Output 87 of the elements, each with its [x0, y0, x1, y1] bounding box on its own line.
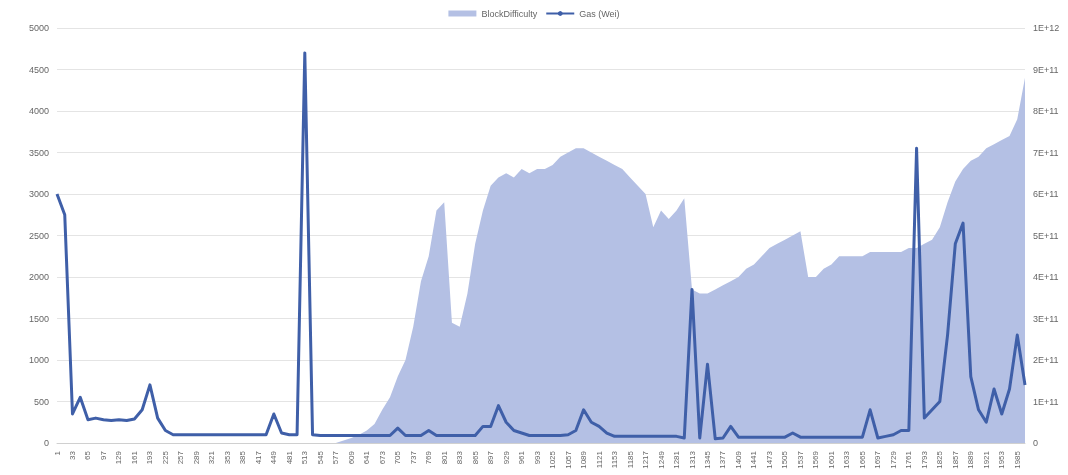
x-tick-label: 545	[315, 450, 325, 465]
x-tick-label: 929	[501, 450, 511, 465]
x-tick-label: 33	[67, 450, 77, 460]
x-tick-label: 1665	[857, 450, 867, 469]
x-tick-label: 417	[253, 450, 263, 465]
x-tick-label: 1921	[981, 450, 991, 469]
x-tick-label: 1409	[733, 450, 743, 469]
y2-tick-label: 7E+11	[1033, 147, 1059, 158]
x-tick-label: 993	[532, 450, 542, 465]
y-tick-label: 500	[33, 396, 49, 407]
x-tick-label: 1345	[703, 450, 712, 469]
x-tick-label: 449	[269, 450, 279, 465]
x-tick-label: 1729	[888, 450, 898, 469]
x-tick-label: 705	[393, 450, 403, 465]
x-tick-label: 897	[486, 450, 496, 465]
legend-label: Gas (Wei)	[579, 8, 620, 19]
x-tick-label: 1889	[966, 450, 976, 469]
x-tick-label: 97	[98, 450, 108, 460]
x-tick-label: 353	[222, 450, 232, 465]
y2-tick-label: 1E+12	[1033, 23, 1060, 33]
x-tick-label: 641	[362, 450, 372, 465]
y-tick-label: 2500	[28, 230, 49, 241]
x-tick-label: 257	[176, 450, 186, 465]
x-tick-label: 961	[517, 450, 527, 465]
y-tick-label: 2000	[28, 272, 49, 282]
x-tick-label: 289	[191, 450, 201, 465]
x-tick-label: 1697	[873, 450, 883, 469]
y2-tick-label: 5E+11	[1033, 230, 1059, 241]
y-tick-label: 3500	[28, 147, 49, 158]
x-tick-label: 1793	[919, 450, 929, 469]
x-tick-label: 385	[238, 450, 248, 465]
x-tick-label: 1601	[826, 450, 836, 469]
x-tick-label: 161	[129, 450, 139, 465]
y-tick-label: 4000	[28, 106, 49, 116]
y-tick-label: 0	[43, 438, 49, 448]
x-tick-label: 769	[424, 450, 434, 465]
y-tick-label: 5000	[28, 23, 49, 33]
x-tick-label: 513	[300, 450, 310, 465]
x-tick-label: 1473	[764, 450, 774, 469]
x-tick-label: 1249	[656, 450, 666, 469]
x-tick-label: 1825	[935, 450, 945, 469]
y-tick-label: 3000	[28, 189, 49, 199]
y2-tick-label: 1E+11	[1033, 396, 1059, 407]
y2-tick-label: 9E+11	[1033, 64, 1059, 75]
x-tick-label: 193	[145, 450, 155, 465]
x-tick-label: 321	[207, 450, 217, 465]
x-tick-label: 1089	[579, 450, 589, 469]
x-tick-label: 1569	[811, 450, 821, 469]
x-tick-label: 1377	[718, 450, 728, 469]
y2-tick-label: 6E+11	[1033, 189, 1059, 199]
x-tick-label: 833	[455, 450, 465, 465]
y2-tick-label: 3E+11	[1033, 313, 1059, 324]
y2-tick-label: 8E+11	[1033, 106, 1059, 116]
x-tick-label: 609	[346, 450, 356, 465]
x-tick-label: 1313	[687, 450, 697, 469]
y-tick-label: 4500	[28, 64, 49, 75]
x-tick-label: 1	[52, 450, 62, 456]
x-tick-label: 1985	[1012, 450, 1022, 469]
x-tick-label: 1857	[950, 450, 960, 469]
x-tick-label: 65	[83, 450, 93, 460]
y-tick-label: 1500	[28, 313, 49, 324]
x-tick-label: 801	[439, 450, 449, 465]
y2-tick-label: 0	[1033, 438, 1039, 448]
x-tick-label: 1537	[795, 450, 805, 469]
x-tick-label: 737	[408, 450, 418, 465]
x-tick-label: 1281	[672, 450, 682, 469]
x-tick-label: 1217	[641, 450, 651, 469]
x-tick-label: 225	[160, 450, 170, 465]
y2-tick-label: 2E+11	[1033, 355, 1059, 365]
x-tick-label: 1025	[548, 450, 558, 469]
x-tick-label: 1185	[625, 450, 635, 469]
y-tick-label: 1000	[28, 355, 49, 365]
x-tick-label: 865	[470, 450, 480, 465]
x-tick-label: 1761	[904, 450, 914, 469]
x-tick-label: 1121	[594, 450, 604, 469]
x-tick-label: 577	[331, 450, 341, 465]
x-tick-label: 1153	[610, 450, 620, 469]
legend-label: BlockDifficulty	[481, 8, 538, 19]
x-tick-label: 129	[114, 450, 124, 465]
x-tick-label: 481	[284, 450, 294, 465]
x-tick-label: 1633	[842, 450, 852, 469]
x-tick-label: 673	[377, 450, 387, 465]
x-tick-label: 1953	[997, 450, 1007, 469]
y2-tick-label: 4E+11	[1033, 272, 1059, 282]
x-tick-label: 1505	[780, 450, 790, 469]
x-tick-label: 1441	[749, 450, 759, 469]
x-tick-label: 1057	[563, 450, 573, 469]
